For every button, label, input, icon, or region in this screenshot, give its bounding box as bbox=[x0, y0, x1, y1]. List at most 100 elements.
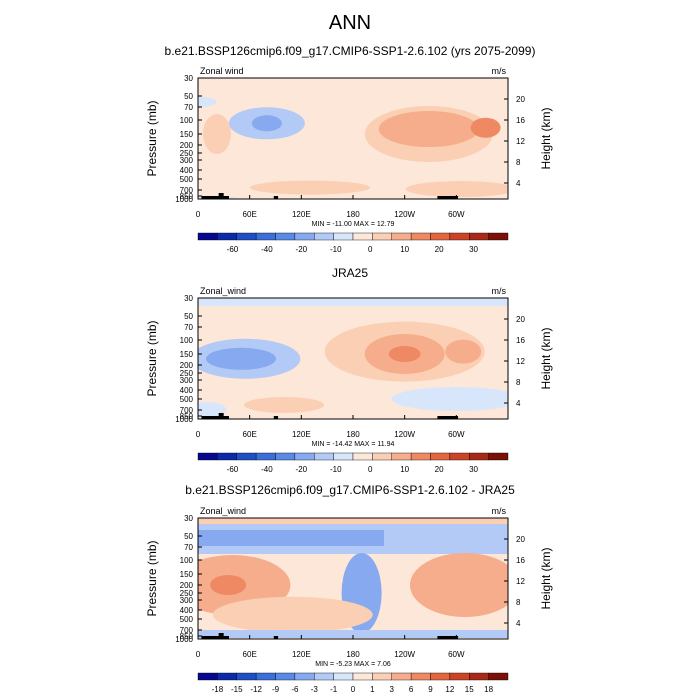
panel-left-string: Zonal_wind bbox=[200, 506, 246, 516]
x-tick-label: 180 bbox=[346, 650, 360, 659]
field-band bbox=[198, 630, 508, 638]
colorbar-box bbox=[294, 452, 315, 461]
colorbar-box bbox=[236, 672, 257, 681]
colorbar-label: 3 bbox=[390, 685, 395, 694]
colorbar-box bbox=[352, 452, 373, 461]
field-blob bbox=[378, 111, 479, 148]
colorbar-box bbox=[410, 232, 431, 241]
topography-mask bbox=[273, 416, 279, 419]
x-tick-label: 0 bbox=[196, 650, 201, 659]
y-tick-label: 400 bbox=[180, 386, 194, 395]
colorbar-label: -10 bbox=[330, 465, 342, 474]
topography-mask bbox=[201, 196, 229, 199]
y2-tick-label: 12 bbox=[516, 357, 525, 366]
panel-2: Zonal_wind m/s305070100150200250300400500… bbox=[145, 286, 553, 474]
y2-axis-label: Height (km) bbox=[539, 107, 553, 169]
colorbar-box bbox=[217, 232, 237, 241]
y-tick-label: 100 bbox=[180, 556, 194, 565]
field-features bbox=[198, 298, 508, 418]
y-tick-label: 700 bbox=[180, 626, 194, 635]
colorbar-box bbox=[488, 452, 509, 461]
y-tick-label: 50 bbox=[184, 92, 193, 101]
y-tick-label: 300 bbox=[180, 156, 194, 165]
colorbar-label: 12 bbox=[445, 685, 454, 694]
y2-axis-label: Height (km) bbox=[539, 327, 553, 389]
y2-tick-label: 8 bbox=[516, 378, 521, 387]
x-tick-label: 60E bbox=[243, 430, 257, 439]
topography-mask bbox=[218, 193, 224, 196]
field-blob bbox=[206, 347, 277, 370]
field-blob bbox=[405, 181, 508, 198]
colorbar-label: 20 bbox=[435, 465, 444, 474]
y2-tick-label: 12 bbox=[516, 577, 525, 586]
colorbar-label: 15 bbox=[465, 685, 474, 694]
field-blob bbox=[212, 596, 373, 633]
panel-left-string: Zonal wind bbox=[200, 66, 244, 76]
colorbar-box bbox=[255, 452, 276, 461]
topography-mask bbox=[437, 636, 459, 639]
x-tick-label: 60E bbox=[243, 210, 257, 219]
colorbar-box bbox=[217, 452, 237, 461]
y-tick-label: 500 bbox=[180, 175, 194, 184]
y-tick-label: 850 bbox=[180, 412, 194, 421]
y-tick-label: 100 bbox=[180, 116, 194, 125]
colorbar: -60 -40 -20 -10 0 10 20 30 bbox=[197, 452, 509, 474]
colorbar-box bbox=[449, 672, 470, 681]
y-tick-label: 100 bbox=[180, 336, 194, 345]
colorbar-box bbox=[391, 452, 412, 461]
panel-3-title: b.e21.BSSP126cmip6.f09_g17.CMIP6-SSP1-2.… bbox=[185, 483, 515, 497]
colorbar-box bbox=[255, 232, 276, 241]
colorbar-box bbox=[294, 232, 315, 241]
x-tick-label: 0 bbox=[196, 210, 201, 219]
colorbar-box bbox=[469, 232, 489, 241]
y2-tick-label: 16 bbox=[516, 336, 525, 345]
y-tick-label: 500 bbox=[180, 615, 194, 624]
colorbar-box bbox=[275, 232, 296, 241]
x-tick-label: 60W bbox=[448, 430, 465, 439]
field-blob bbox=[210, 575, 247, 595]
topography-mask bbox=[273, 636, 279, 639]
colorbar-label: -15 bbox=[231, 685, 243, 694]
colorbar-label: 1 bbox=[370, 685, 375, 694]
colorbar-label: 10 bbox=[400, 465, 409, 474]
min-max-stats: MIN = -5.23 MAX = 7.06 bbox=[315, 661, 391, 668]
figure-title: ANN bbox=[328, 12, 372, 34]
min-max-stats: MIN = -14.42 MAX = 11.94 bbox=[312, 441, 395, 448]
colorbar-box bbox=[275, 672, 296, 681]
colorbar-box bbox=[469, 672, 489, 681]
colorbar-label: -40 bbox=[261, 465, 273, 474]
colorbar-label: 20 bbox=[435, 245, 444, 254]
y-axis-label: Pressure (mb) bbox=[145, 540, 159, 616]
y2-tick-label: 16 bbox=[516, 556, 525, 565]
y2-tick-label: 12 bbox=[516, 137, 525, 146]
panel-1: Zonal wind m/s305070100150200250300400500… bbox=[145, 66, 553, 254]
colorbar-label: -18 bbox=[212, 685, 224, 694]
colorbar-label: 6 bbox=[409, 685, 414, 694]
colorbar-box bbox=[352, 232, 373, 241]
x-tick-label: 120W bbox=[394, 430, 415, 439]
topography-mask bbox=[437, 416, 459, 419]
y2-tick-label: 4 bbox=[516, 179, 521, 188]
field-blob bbox=[202, 114, 231, 154]
colorbar-box bbox=[410, 672, 431, 681]
colorbar-label: 10 bbox=[400, 245, 409, 254]
topography-mask bbox=[201, 416, 229, 419]
y-axis-label: Pressure (mb) bbox=[145, 100, 159, 176]
field-blob bbox=[391, 387, 508, 411]
colorbar-box bbox=[236, 232, 257, 241]
field-band bbox=[198, 518, 508, 524]
colorbar-box bbox=[430, 672, 451, 681]
y-tick-label: 1000 bbox=[175, 195, 193, 204]
y-tick-label: 200 bbox=[180, 581, 194, 590]
field-blob bbox=[409, 553, 508, 617]
colorbar-label: -1 bbox=[330, 685, 338, 694]
colorbar-box bbox=[275, 452, 296, 461]
colorbar-box bbox=[430, 232, 451, 241]
colorbar-label: -20 bbox=[296, 465, 308, 474]
y-tick-label: 300 bbox=[180, 596, 194, 605]
colorbar-box bbox=[333, 672, 354, 681]
x-tick-label: 180 bbox=[346, 430, 360, 439]
field-features bbox=[198, 518, 508, 638]
panel-2-title: JRA25 bbox=[331, 266, 369, 280]
